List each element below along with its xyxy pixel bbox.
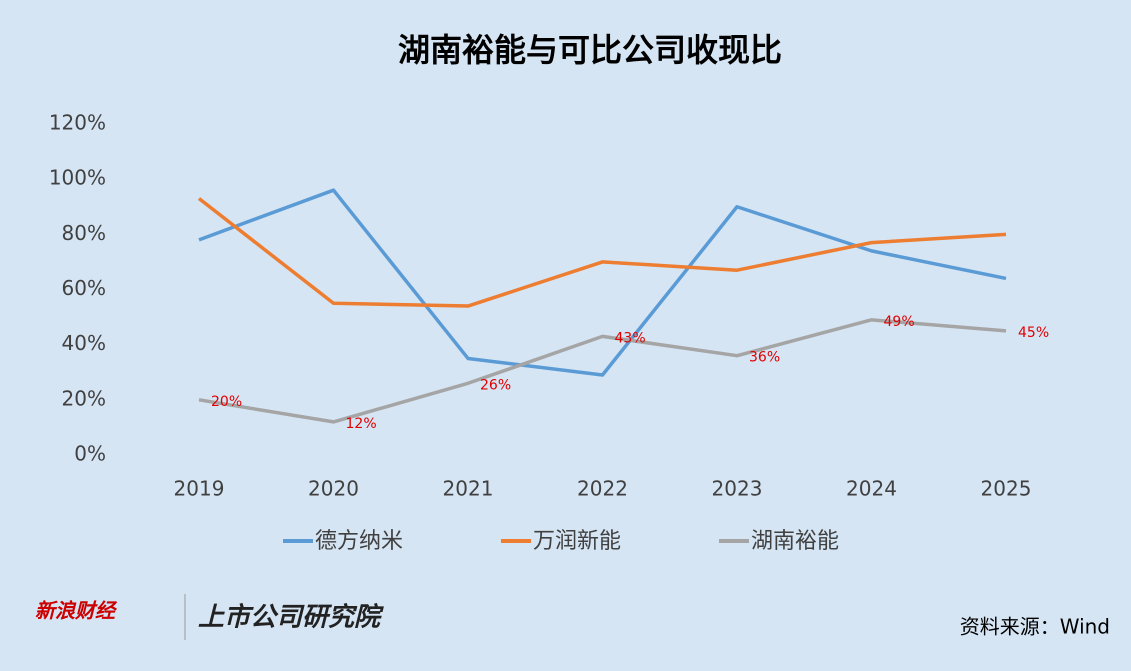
y-tick-label: 0% [74, 442, 106, 466]
data-label: 20% [211, 394, 242, 410]
x-tick-label: 2020 [308, 477, 359, 501]
data-label: 45% [1018, 325, 1049, 341]
y-tick-label: 100% [49, 166, 106, 190]
y-tick-label: 120% [49, 111, 106, 135]
data-label: 12% [346, 416, 377, 432]
y-tick-label: 80% [62, 221, 106, 245]
series-line [197, 197, 1007, 308]
series-line [198, 318, 1007, 424]
legend-label: 德方纳米 [315, 529, 403, 554]
x-tick-label: 2019 [174, 477, 225, 501]
y-tick-label: 60% [62, 276, 106, 300]
legend-label: 湖南裕能 [751, 529, 839, 554]
source-note: 资料来源：Wind [960, 615, 1110, 639]
data-label: 43% [615, 330, 646, 346]
institute-logo: 上市公司研究院 [198, 603, 384, 633]
x-tick-label: 2023 [712, 477, 763, 501]
x-tick-label: 2021 [443, 477, 494, 501]
data-label: 26% [480, 377, 511, 393]
brand-logo: 新浪财经 [35, 599, 118, 623]
y-tick-label: 20% [62, 386, 106, 410]
series-line [198, 188, 1007, 377]
y-tick-label: 40% [62, 331, 106, 355]
x-tick-label: 2025 [981, 477, 1032, 501]
x-tick-label: 2024 [846, 477, 897, 501]
chart-title: 湖南裕能与可比公司收现比 [398, 31, 782, 69]
x-tick-label: 2022 [577, 477, 628, 501]
data-label: 36% [749, 350, 780, 366]
legend-label: 万润新能 [533, 529, 621, 554]
data-label: 49% [884, 314, 915, 330]
